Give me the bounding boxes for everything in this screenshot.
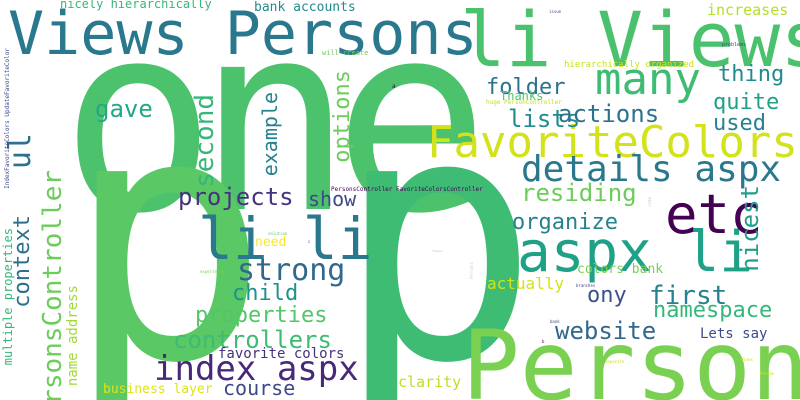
word-multiple-properties: multiple properties — [1, 228, 15, 366]
word-nicely-hierarchically: nicely hierarchically — [60, 0, 212, 11]
word-p-left: p — [65, 42, 270, 400]
word-projects: projects — [178, 183, 294, 211]
word-person-small: Person — [760, 371, 775, 376]
word-example: example — [258, 92, 282, 177]
word-personscontroller: PersonsController — [38, 170, 68, 400]
word-context: context — [10, 215, 35, 308]
word-thanks: Thanks — [500, 89, 544, 103]
word-second: second — [190, 94, 220, 188]
word-lets-say: Lets say — [700, 326, 768, 342]
word-details-aspx: details aspx — [521, 149, 782, 190]
word-child: child — [232, 281, 299, 306]
word-bank-accounts: bank accounts — [254, 0, 356, 15]
word-persons-small: Persons — [469, 262, 474, 279]
word-solution: solution — [268, 231, 288, 236]
word-issue: issue — [549, 9, 562, 14]
word-folder: folder — [486, 75, 566, 100]
word-problems: problems — [722, 42, 747, 48]
word-hierarchically-organized: hierarchically organized — [564, 60, 695, 70]
word-bank-small: bank — [550, 319, 560, 324]
word-index-aspx: index aspx — [154, 349, 359, 389]
word-thing: thing — [718, 62, 785, 87]
word-li-views: li Views — [460, 0, 800, 84]
word-properties: properties — [195, 303, 328, 328]
word-experience: experience — [200, 269, 225, 274]
word-business-layer: business layer — [103, 382, 213, 397]
word-clarity: clarity — [398, 373, 462, 391]
word-etc: etc — [665, 183, 763, 246]
word-residing: residing — [521, 179, 637, 207]
word-separate: separate — [605, 359, 625, 364]
word-ony: ony — [587, 283, 627, 308]
word-favoritecolors: FavoriteColors — [427, 117, 798, 168]
word-many: many — [595, 54, 701, 105]
word-colors-bank: colors bank — [577, 262, 664, 277]
word-actions: actions — [558, 100, 660, 128]
word-code: code — [647, 197, 652, 207]
word-thanks-small: Thanks — [432, 249, 443, 253]
word-personscontroller-favoritecolorscontroller: PersonsController FavoriteColorsControll… — [331, 186, 483, 193]
word-b: b — [542, 339, 545, 344]
word-p-right: p — [335, 42, 540, 400]
word-one: one — [60, 0, 490, 271]
word-nicest: nicest — [736, 185, 764, 272]
word-views-small: Views — [741, 357, 754, 362]
word-favorite-colors: favorite colors — [218, 346, 345, 362]
word-c: c — [308, 239, 311, 244]
word-branches: branches — [576, 283, 596, 288]
word-will-create: will create — [322, 49, 369, 57]
word-first: first — [649, 281, 728, 311]
word-options: options — [330, 70, 355, 163]
word-website: website — [555, 317, 657, 345]
word-used: used — [713, 111, 766, 136]
word-show: show — [308, 187, 357, 211]
word-course: course — [223, 376, 296, 400]
word-lists: lists — [508, 105, 581, 133]
word-gave: gave — [95, 95, 153, 123]
word-views-persons: Views Persons — [8, 0, 478, 69]
word-aspx-li: aspx li — [517, 220, 754, 285]
word-need: need — [255, 235, 287, 250]
word-strong: strong — [237, 253, 346, 288]
word-organize: organize — [512, 210, 618, 235]
word-huge-personcontroller: huge PersonController — [486, 99, 562, 106]
word-controllers: controllers — [173, 326, 332, 354]
word-name-address: name address — [65, 285, 81, 387]
word-indexfavoritecolors-updatefavoritecolor: IndexFavoriteColors UpdateFavoriteColor — [4, 48, 11, 189]
word-quite: quite — [713, 90, 780, 115]
word-a: a — [392, 83, 396, 90]
word-person: Person — [462, 310, 800, 400]
word-increases: increases — [707, 1, 789, 19]
word-namespace: namespace — [653, 298, 773, 323]
word-li-li: li li — [198, 205, 373, 273]
word-actually: actually — [487, 274, 565, 293]
